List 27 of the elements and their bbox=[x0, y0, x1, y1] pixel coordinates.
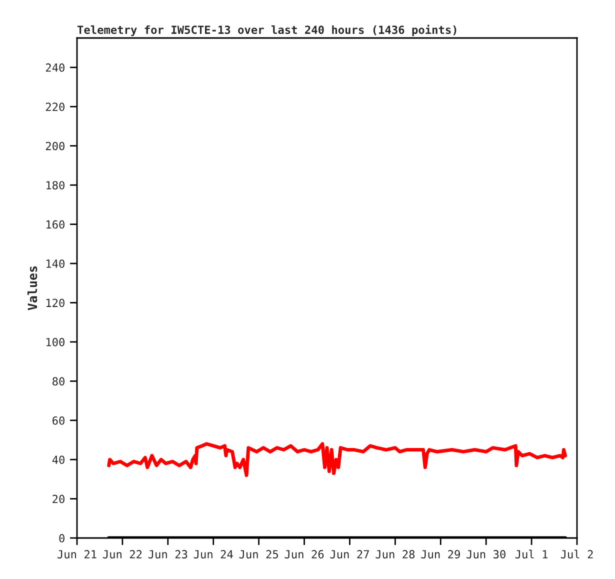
x-tick-label: Jun 30 bbox=[466, 550, 506, 558]
x-tick-label: Jun 23 bbox=[148, 550, 188, 558]
x-tick-label: Jun 28 bbox=[376, 550, 415, 558]
y-tick-label: 240 bbox=[46, 63, 64, 72]
y-tick-label: 220 bbox=[46, 102, 64, 112]
x-tick-label: Jun 24 bbox=[194, 550, 233, 558]
x-tick-label: Jun 29 bbox=[421, 550, 460, 558]
y-tick-label: 100 bbox=[46, 338, 64, 346]
x-tick-label: Jun 26 bbox=[284, 550, 324, 558]
x-tick-label: Jun 21 bbox=[58, 550, 96, 558]
y-tick-label: 160 bbox=[46, 220, 64, 229]
y-tick-label: 0 bbox=[59, 534, 64, 542]
y-tick-label: 120 bbox=[46, 298, 64, 308]
y-tick-label: 200 bbox=[46, 142, 64, 150]
chart-title: Telemetry for IW5CTE-13 over last 240 hours (1436 points) bbox=[77, 24, 456, 36]
y-tick-label: 180 bbox=[46, 181, 64, 190]
x-tick-label: Jun 25 bbox=[239, 550, 278, 558]
y-tick-label: 20 bbox=[52, 494, 64, 504]
x-tick-label: Jul 2 bbox=[560, 550, 593, 558]
y-tick-label: 140 bbox=[46, 259, 64, 268]
y-tick-label: 40 bbox=[52, 456, 64, 464]
y-tick-label: 60 bbox=[52, 416, 64, 425]
x-tick-label: Jun 27 bbox=[330, 550, 369, 558]
x-tick-label: Jun 22 bbox=[102, 550, 142, 558]
y-axis-title: Values bbox=[27, 266, 38, 310]
y-tick-label: 80 bbox=[52, 377, 64, 386]
x-tick-label: Jul 1 bbox=[515, 550, 548, 558]
